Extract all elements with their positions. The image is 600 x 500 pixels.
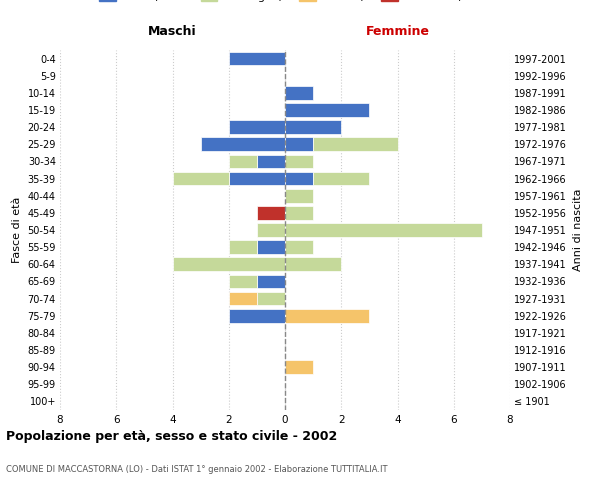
Bar: [173, 172, 229, 185]
Bar: [229, 309, 285, 322]
Bar: [257, 154, 285, 168]
Bar: [285, 360, 313, 374]
Bar: [257, 223, 285, 237]
Bar: [229, 292, 257, 306]
Bar: [229, 52, 285, 66]
Text: Femmine: Femmine: [365, 25, 430, 38]
Bar: [285, 309, 370, 322]
Bar: [257, 292, 285, 306]
Bar: [229, 154, 257, 168]
Bar: [257, 240, 285, 254]
Bar: [285, 172, 313, 185]
Bar: [257, 206, 285, 220]
Bar: [313, 172, 370, 185]
Bar: [285, 189, 313, 202]
Bar: [285, 120, 341, 134]
Bar: [229, 172, 285, 185]
Text: Popolazione per età, sesso e stato civile - 2002: Popolazione per età, sesso e stato civil…: [6, 430, 337, 443]
Bar: [285, 258, 341, 271]
Bar: [285, 154, 313, 168]
Bar: [173, 258, 285, 271]
Bar: [285, 138, 313, 151]
Bar: [229, 240, 257, 254]
Bar: [285, 86, 313, 100]
Legend: Celibi/Nubili, Coniugati/e, Vedovi/e, Divorziati/e: Celibi/Nubili, Coniugati/e, Vedovi/e, Di…: [100, 0, 470, 2]
Y-axis label: Fasce di età: Fasce di età: [12, 197, 22, 263]
Bar: [285, 223, 482, 237]
Bar: [285, 103, 370, 117]
Y-axis label: Anni di nascita: Anni di nascita: [572, 188, 583, 271]
Bar: [200, 138, 285, 151]
Bar: [229, 274, 257, 288]
Bar: [285, 240, 313, 254]
Text: Maschi: Maschi: [148, 25, 197, 38]
Bar: [229, 120, 285, 134]
Bar: [257, 274, 285, 288]
Text: COMUNE DI MACCASTORNA (LO) - Dati ISTAT 1° gennaio 2002 - Elaborazione TUTTITALI: COMUNE DI MACCASTORNA (LO) - Dati ISTAT …: [6, 465, 388, 474]
Bar: [285, 206, 313, 220]
Bar: [313, 138, 398, 151]
